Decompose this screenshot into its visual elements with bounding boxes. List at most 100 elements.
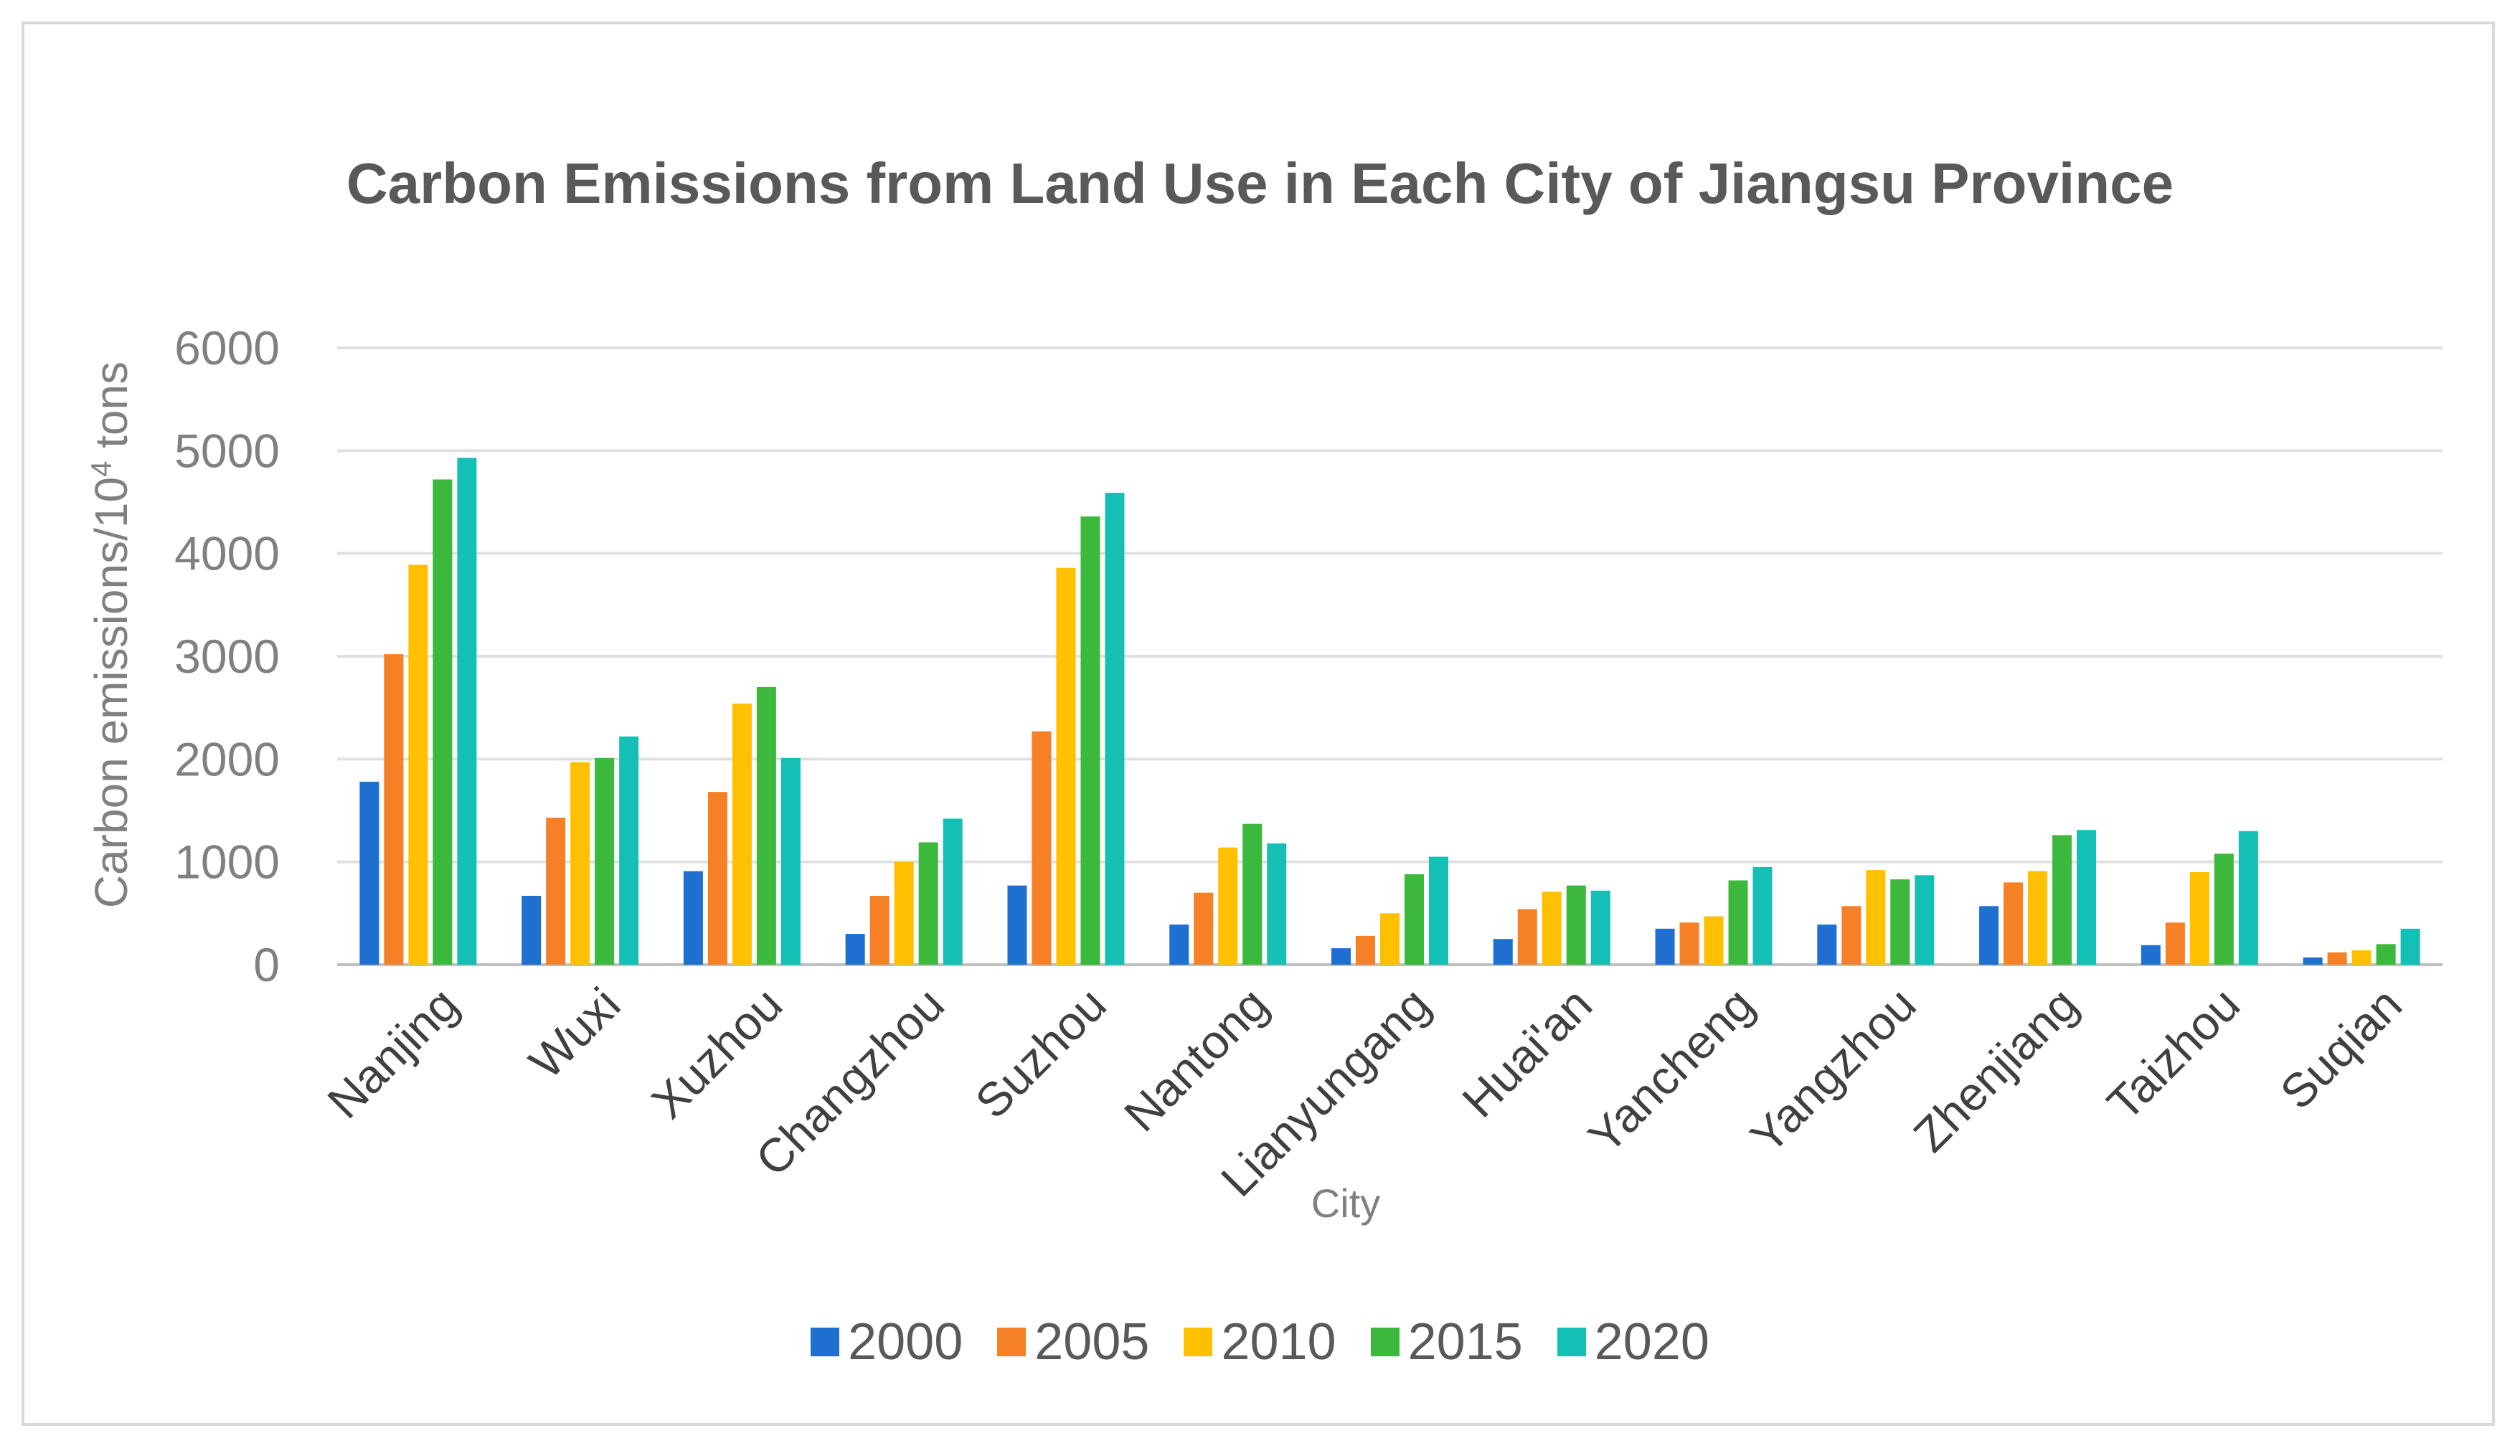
bar-yancheng-2010 (1704, 916, 1724, 965)
bar-suzhou-2005 (1032, 731, 1052, 965)
legend-swatch (997, 1328, 1027, 1356)
bar-huaian-2010 (1542, 892, 1562, 965)
bars (359, 458, 2420, 965)
bar-nantong-2000 (1169, 925, 1189, 965)
y-tick-label: 4000 (174, 527, 280, 580)
bar-changzhou-2000 (845, 934, 865, 965)
bar-xuzhou-2020 (780, 757, 801, 965)
bar-yancheng-2005 (1679, 922, 1699, 965)
bar-yancheng-2020 (1752, 866, 1773, 965)
bar-yangzhou-2010 (1866, 870, 1886, 965)
gridlines (337, 346, 2443, 966)
legend-item-2020: 2020 (1557, 1313, 1709, 1371)
x-category-label: Nanjing (317, 978, 468, 1129)
bar-yangzhou-2015 (1890, 879, 1910, 965)
bar-taizhou-2020 (2238, 831, 2258, 965)
bar-suqian-2015 (2376, 944, 2396, 965)
bar-taizhou-2000 (2141, 945, 2161, 965)
bar-lianyungang-2010 (1380, 913, 1400, 965)
legend-label: 2000 (848, 1313, 963, 1371)
bar-yangzhou-2005 (1841, 906, 1861, 965)
bar-suzhou-2000 (1007, 885, 1027, 965)
legend-item-2015: 2015 (1370, 1313, 1523, 1371)
legend-label: 2015 (1407, 1313, 1523, 1371)
legend-item-2010: 2010 (1184, 1313, 1336, 1371)
bar-suqian-2010 (2351, 950, 2372, 965)
legend: 2000 2005 2010 2015 2020 (0, 1313, 2520, 1371)
bar-nanjing-2005 (384, 654, 404, 965)
bar-nantong-2020 (1267, 843, 1287, 965)
legend-swatch (1557, 1328, 1586, 1356)
bar-changzhou-2010 (894, 861, 914, 965)
x-category-label: Suzhou (965, 978, 1116, 1129)
bar-suqian-2020 (2400, 928, 2420, 965)
bar-wuxi-2000 (522, 895, 542, 965)
bar-yancheng-2015 (1728, 880, 1748, 965)
bar-taizhou-2015 (2214, 854, 2234, 965)
y-tick-label: 3000 (174, 630, 280, 683)
bar-wuxi-2005 (546, 818, 566, 965)
legend-item-2005: 2005 (997, 1313, 1149, 1371)
bar-suqian-2000 (2303, 957, 2323, 965)
x-category-label: Xuzhou (641, 978, 793, 1129)
x-category-label: Taizhou (2097, 978, 2250, 1130)
bar-yangzhou-2020 (1915, 875, 1935, 965)
bar-xuzhou-2005 (707, 792, 727, 965)
bar-suqian-2005 (2327, 952, 2347, 965)
bar-taizhou-2005 (2165, 922, 2185, 965)
x-category-label: Wuxi (519, 978, 630, 1089)
bar-nanjing-2015 (433, 479, 453, 965)
bar-changzhou-2020 (943, 818, 963, 965)
bar-xuzhou-2010 (732, 703, 752, 965)
legend-swatch (1370, 1328, 1400, 1356)
x-category-label: Nantong (1114, 978, 1278, 1142)
bar-suzhou-2010 (1056, 567, 1076, 965)
bar-nantong-2015 (1242, 823, 1263, 965)
legend-item-2000: 2000 (811, 1313, 963, 1371)
legend-swatch (811, 1328, 840, 1356)
legend-swatch (1184, 1328, 1213, 1356)
bar-taizhou-2010 (2189, 872, 2209, 965)
bar-wuxi-2010 (570, 762, 590, 965)
y-tick-label: 2000 (174, 732, 280, 785)
y-tick-labels: 0 1000 2000 3000 4000 5000 6000 (174, 321, 280, 991)
legend-label: 2020 (1594, 1313, 1709, 1371)
chart-title: Carbon Emissions from Land Use in Each C… (346, 151, 2174, 215)
legend-label: 2005 (1034, 1313, 1150, 1371)
bar-changzhou-2005 (869, 895, 889, 965)
bar-zhenjiang-2020 (2077, 830, 2097, 965)
bar-huaian-2020 (1590, 890, 1610, 965)
y-tick-label: 1000 (174, 836, 280, 889)
bar-changzhou-2015 (918, 842, 938, 965)
x-category-label: Huai'an (1452, 978, 1602, 1128)
y-tick-label: 6000 (174, 321, 280, 374)
bar-nantong-2005 (1194, 892, 1214, 965)
bar-huaian-2015 (1566, 885, 1586, 965)
y-tick-label: 5000 (174, 424, 280, 477)
bar-lianyungang-2020 (1429, 856, 1448, 965)
bar-nanjing-2000 (359, 781, 379, 965)
bar-nanjing-2010 (408, 564, 428, 965)
bar-xuzhou-2015 (756, 687, 776, 965)
bar-yancheng-2000 (1655, 928, 1675, 965)
bar-zhenjiang-2010 (2028, 871, 2048, 965)
x-category-label: Yangzhou (1740, 978, 1926, 1163)
bar-nanjing-2020 (457, 458, 477, 965)
bar-xuzhou-2000 (683, 871, 703, 965)
bar-suzhou-2020 (1105, 493, 1125, 965)
bar-nantong-2010 (1218, 847, 1238, 965)
bar-huaian-2005 (1517, 909, 1537, 965)
y-tick-label: 0 (253, 938, 280, 991)
x-category-label: Zhenjiang (1903, 978, 2087, 1162)
x-category-label: Yancheng (1578, 978, 1764, 1163)
bar-zhenjiang-2015 (2052, 835, 2072, 965)
bar-lianyungang-2005 (1356, 935, 1375, 965)
x-axis-label: City (1311, 1181, 1381, 1226)
legend-label: 2010 (1221, 1313, 1336, 1371)
bar-huaian-2000 (1493, 939, 1513, 965)
bar-lianyungang-2015 (1405, 874, 1424, 965)
bar-suzhou-2015 (1080, 516, 1100, 965)
x-category-label: Suqian (2270, 978, 2412, 1120)
